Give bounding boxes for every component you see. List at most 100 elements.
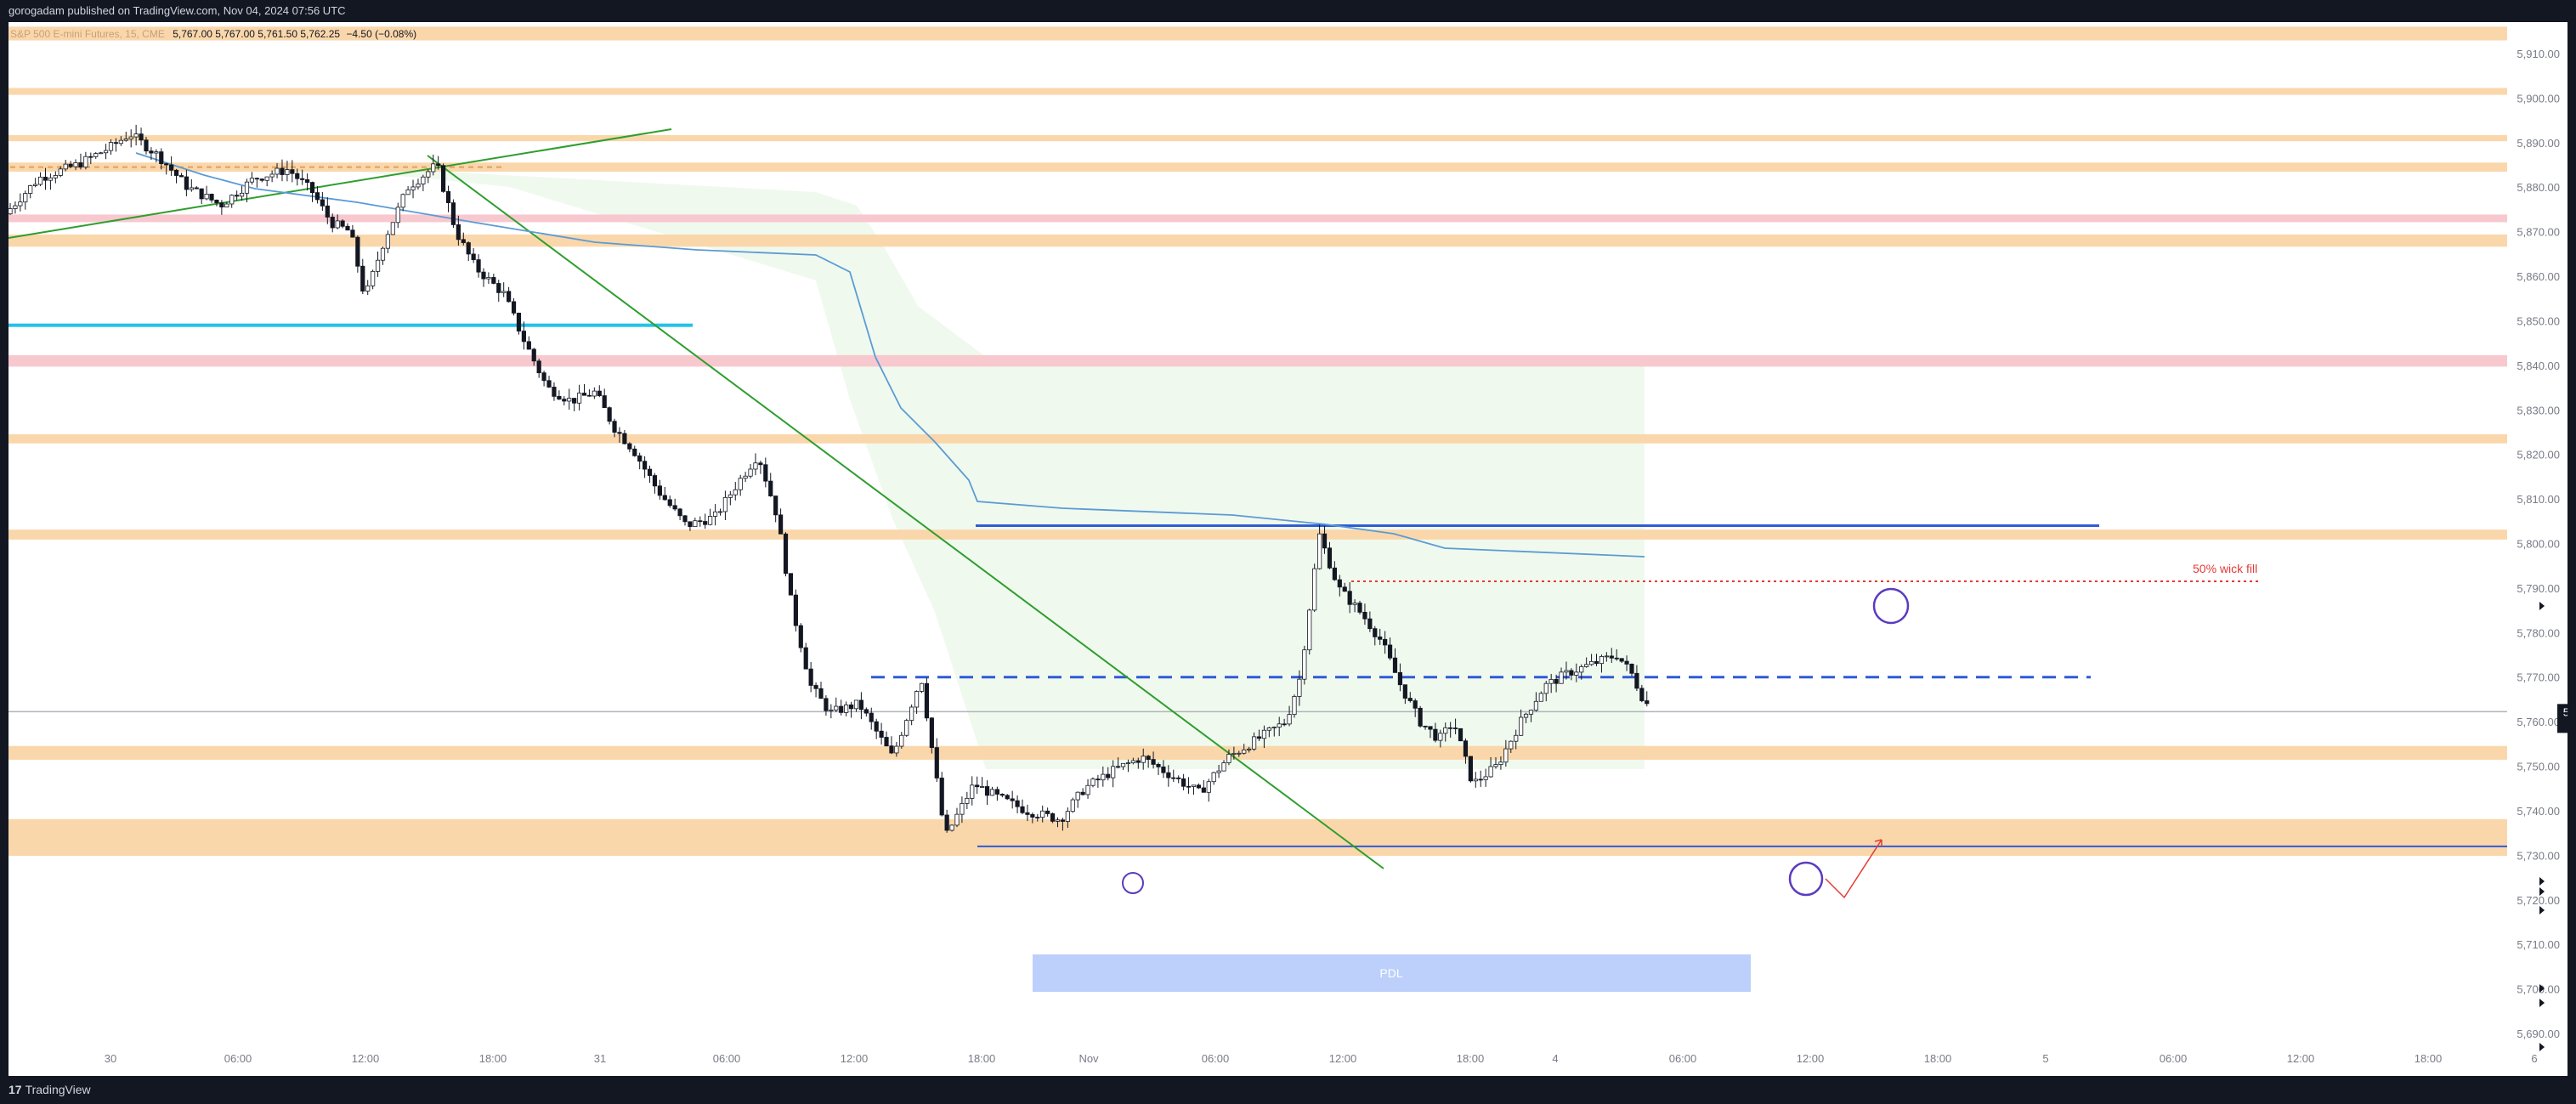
candle-body [426, 171, 431, 178]
candle-body [13, 205, 18, 209]
candle-body [1614, 657, 1619, 660]
candle-body [1135, 760, 1141, 763]
candle-body [229, 195, 235, 205]
candle-body [1060, 819, 1066, 822]
y-tick-label: 5,800.00 [2517, 538, 2560, 551]
candle-body [1085, 784, 1090, 795]
legend-change: −4.50 (−0.08%) [346, 28, 417, 40]
candle-body [1463, 740, 1469, 757]
candle-body [8, 208, 13, 215]
candle-body [1141, 756, 1146, 763]
candle-body [773, 495, 778, 516]
candle-body [108, 142, 114, 151]
candle-body [1221, 762, 1226, 772]
top-bar: gorogadam published on TradingView.com, … [0, 0, 2576, 22]
candle-body [275, 167, 280, 175]
candle-body [405, 190, 410, 195]
legend-ohlc: 5,767.00 5,767.00 5,761.50 5,762.25 [173, 28, 341, 40]
candle-body [768, 480, 773, 496]
x-tick-label: 18:00 [1924, 1052, 1952, 1065]
candle-body [1548, 678, 1554, 684]
candle-body [184, 176, 189, 190]
footer-bar: 17 TradingView [0, 1076, 2576, 1104]
candle-body [1503, 748, 1509, 763]
candle-body [824, 698, 829, 711]
candle-body [1383, 638, 1388, 646]
candle-body [1196, 784, 1202, 789]
y-tick-label: 5,720.00 [2517, 894, 2560, 907]
candle-body [1322, 533, 1328, 549]
candle-body [371, 270, 376, 286]
candle-body [28, 185, 33, 194]
cyan-level [8, 323, 693, 327]
candle-body [280, 167, 285, 175]
candle-body [954, 813, 960, 826]
candle-body [970, 784, 975, 799]
candle-body [416, 184, 421, 188]
candle-body [1488, 766, 1493, 778]
right-edge [2568, 22, 2576, 1076]
candle-body [567, 398, 572, 402]
candle-body [1639, 688, 1645, 701]
candle-body [1413, 700, 1418, 709]
candle-body [239, 192, 245, 197]
candle-body [1407, 698, 1413, 701]
candle-body [456, 224, 461, 241]
candle-body [1554, 678, 1559, 684]
candle-body [984, 786, 990, 796]
candle-body [783, 533, 789, 575]
candle-body [1423, 725, 1428, 728]
candle-body [511, 301, 517, 314]
candle-body [1151, 759, 1156, 765]
candle-body [355, 236, 360, 267]
candle-body [380, 247, 386, 261]
zone-band-2 [8, 134, 2507, 142]
candle-body [58, 168, 63, 176]
vwap-line [135, 152, 1645, 558]
candle-body [652, 475, 658, 487]
candle-body [476, 259, 481, 273]
x-tick-label: 12:00 [1797, 1052, 1825, 1065]
left-edge [0, 22, 8, 1076]
y-tick-label: 5,780.00 [2517, 626, 2560, 639]
candle-body [421, 176, 426, 184]
candle-body [924, 682, 930, 719]
candle-body [507, 291, 512, 303]
x-tick-label: 31 [594, 1052, 606, 1065]
candle-body [139, 133, 144, 141]
candle-body [909, 706, 914, 722]
x-tick-label: 06:00 [1669, 1052, 1697, 1065]
candle-body [1584, 664, 1589, 667]
x-tick-label: 06:00 [2160, 1052, 2188, 1065]
candle-body [994, 789, 999, 795]
candle-body [1619, 658, 1624, 662]
x-tick-label: 18:00 [968, 1052, 996, 1065]
candle-body [919, 682, 925, 692]
candle-body [345, 225, 350, 231]
candle-body [869, 712, 874, 722]
candle-body [708, 516, 713, 525]
candle-body [1347, 591, 1352, 605]
axis-marker-3 [2539, 906, 2545, 914]
pdl-box [1033, 954, 1751, 992]
candle-body [1070, 799, 1075, 812]
candle-body [1498, 761, 1503, 765]
candle-body [1357, 603, 1362, 613]
candle-body [390, 222, 395, 235]
candle-body [42, 176, 48, 181]
candle-body [1327, 547, 1333, 569]
candle-body [818, 688, 824, 699]
projection-arrowhead [1874, 839, 1882, 846]
zone-band-4 [8, 214, 2507, 223]
y-tick-label: 5,870.00 [2517, 226, 2560, 239]
candle-body [189, 187, 194, 190]
pdl-label: PDL [1379, 966, 1402, 980]
candle-body [1624, 660, 1629, 665]
candle-body [325, 205, 330, 218]
zone-band-1 [8, 88, 2507, 95]
candle-body [844, 704, 849, 713]
y-tick-label: 5,790.00 [2517, 582, 2560, 595]
candle-body [73, 162, 78, 167]
tradingview-logo-icon: 17 [8, 1083, 22, 1096]
